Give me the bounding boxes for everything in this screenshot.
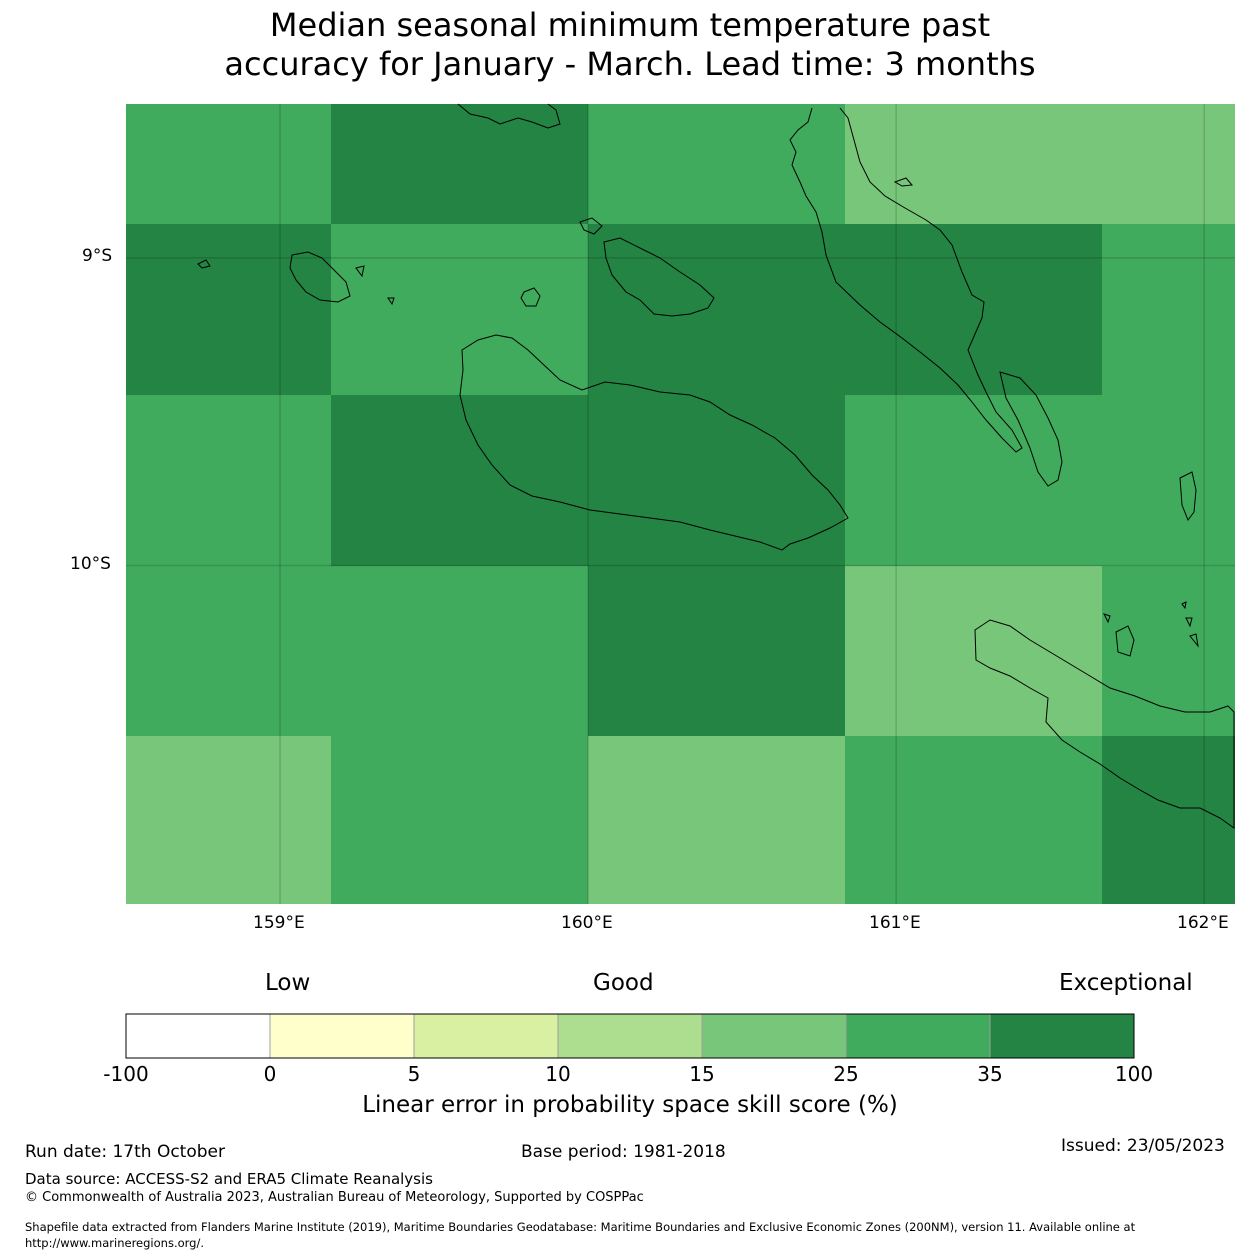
shapefile-credit-line-1: Shapefile data extracted from Flanders M… <box>25 1220 1136 1234</box>
coastline-nggela <box>603 237 715 317</box>
skill-cell <box>845 395 1102 566</box>
coastline-islet-w2 <box>355 265 365 278</box>
skill-cell <box>1102 104 1235 224</box>
skill-cell <box>1102 224 1235 395</box>
coastline-north-tip <box>457 103 561 129</box>
lon-label-159e: 159°E <box>253 913 305 933</box>
data-source: Data source: ACCESS-S2 and ERA5 Climate … <box>25 1170 433 1188</box>
skill-cell <box>588 566 845 736</box>
skill-cell <box>331 224 588 395</box>
skill-cell <box>126 395 331 566</box>
chart-title: Median seasonal minimum temperature past… <box>0 6 1260 84</box>
legend-tick-label: 5 <box>407 1062 421 1086</box>
coastline-santa-isabel-tail <box>999 371 1063 487</box>
coastline-islet-e1 <box>1103 613 1111 624</box>
legend-tick-label: 10 <box>545 1062 571 1086</box>
copyright: © Commonwealth of Australia 2023, Austra… <box>25 1190 644 1205</box>
skill-cell <box>588 736 845 904</box>
lon-label-162e: 162°E <box>1177 913 1229 933</box>
legend-swatch <box>125 1013 271 1059</box>
legend-tick-label: 100 <box>1114 1062 1154 1086</box>
skill-cell <box>845 224 1102 395</box>
skill-cell <box>331 395 588 566</box>
coastline-malaita <box>1179 471 1197 522</box>
legend-tick-label: 0 <box>263 1062 277 1086</box>
title-line-2: accuracy for January - March. Lead time:… <box>224 45 1036 83</box>
skill-cell <box>845 736 1102 904</box>
lon-label-160e: 160°E <box>561 913 613 933</box>
category-exceptional: Exceptional <box>1059 970 1193 996</box>
coastline-islet-e3 <box>1185 617 1193 628</box>
coastline-islet-w3 <box>387 297 395 306</box>
category-low: Low <box>265 970 311 996</box>
legend-tick-label: 35 <box>977 1062 1003 1086</box>
legend-tick-label: 15 <box>689 1062 715 1086</box>
legend-swatch <box>557 1013 703 1059</box>
legend-swatch <box>701 1013 847 1059</box>
coastline-ulawa <box>1115 625 1135 657</box>
skill-cell <box>845 566 1102 736</box>
lon-label-161e: 161°E <box>869 913 921 933</box>
coastline-islet-e4 <box>1189 633 1199 648</box>
legend-tick-label: 25 <box>833 1062 859 1086</box>
skill-cell <box>845 104 1102 224</box>
coastline-makira <box>974 619 1235 829</box>
skill-cell <box>126 566 331 736</box>
skill-cell <box>331 566 588 736</box>
skill-cell <box>126 224 331 395</box>
coastline-islet-west <box>197 259 211 269</box>
coastline-guadalcanal <box>459 334 849 551</box>
skill-cell <box>126 104 331 224</box>
skill-cell <box>588 395 845 566</box>
skill-cell <box>331 736 588 904</box>
issued-date: Issued: 23/05/2023 <box>1061 1136 1225 1156</box>
shapefile-credit-line-2: http://www.marineregions.org/. <box>25 1236 204 1250</box>
title-line-1: Median seasonal minimum temperature past <box>269 6 991 44</box>
legend-swatch <box>413 1013 559 1059</box>
legend-frame <box>125 1013 1135 1059</box>
legend-swatch <box>845 1013 991 1059</box>
skill-cell <box>126 736 331 904</box>
legend-tick-label: -100 <box>103 1062 149 1086</box>
skill-cell <box>331 104 588 224</box>
legend-title: Linear error in probability space skill … <box>362 1092 898 1118</box>
skill-cell <box>588 104 845 224</box>
category-good: Good <box>593 970 654 996</box>
coastline-russell-islands <box>289 251 351 303</box>
skill-cell <box>1102 395 1235 566</box>
run-date: Run date: 17th October <box>25 1142 225 1162</box>
skill-cell <box>588 224 845 395</box>
coastline-santa-isabel <box>789 107 1023 453</box>
legend-swatch <box>989 1013 1135 1059</box>
coastline-islet-ne <box>893 177 914 187</box>
base-period: Base period: 1981-2018 <box>521 1142 726 1162</box>
coastline-savo <box>520 287 541 307</box>
coastline-small-islet <box>579 217 603 235</box>
lat-label-9s: 9°S <box>82 246 113 266</box>
coastline-islet-e2 <box>1181 601 1187 610</box>
lat-label-10s: 10°S <box>70 554 111 574</box>
legend-swatch <box>269 1013 415 1059</box>
skill-cell <box>1102 736 1235 904</box>
